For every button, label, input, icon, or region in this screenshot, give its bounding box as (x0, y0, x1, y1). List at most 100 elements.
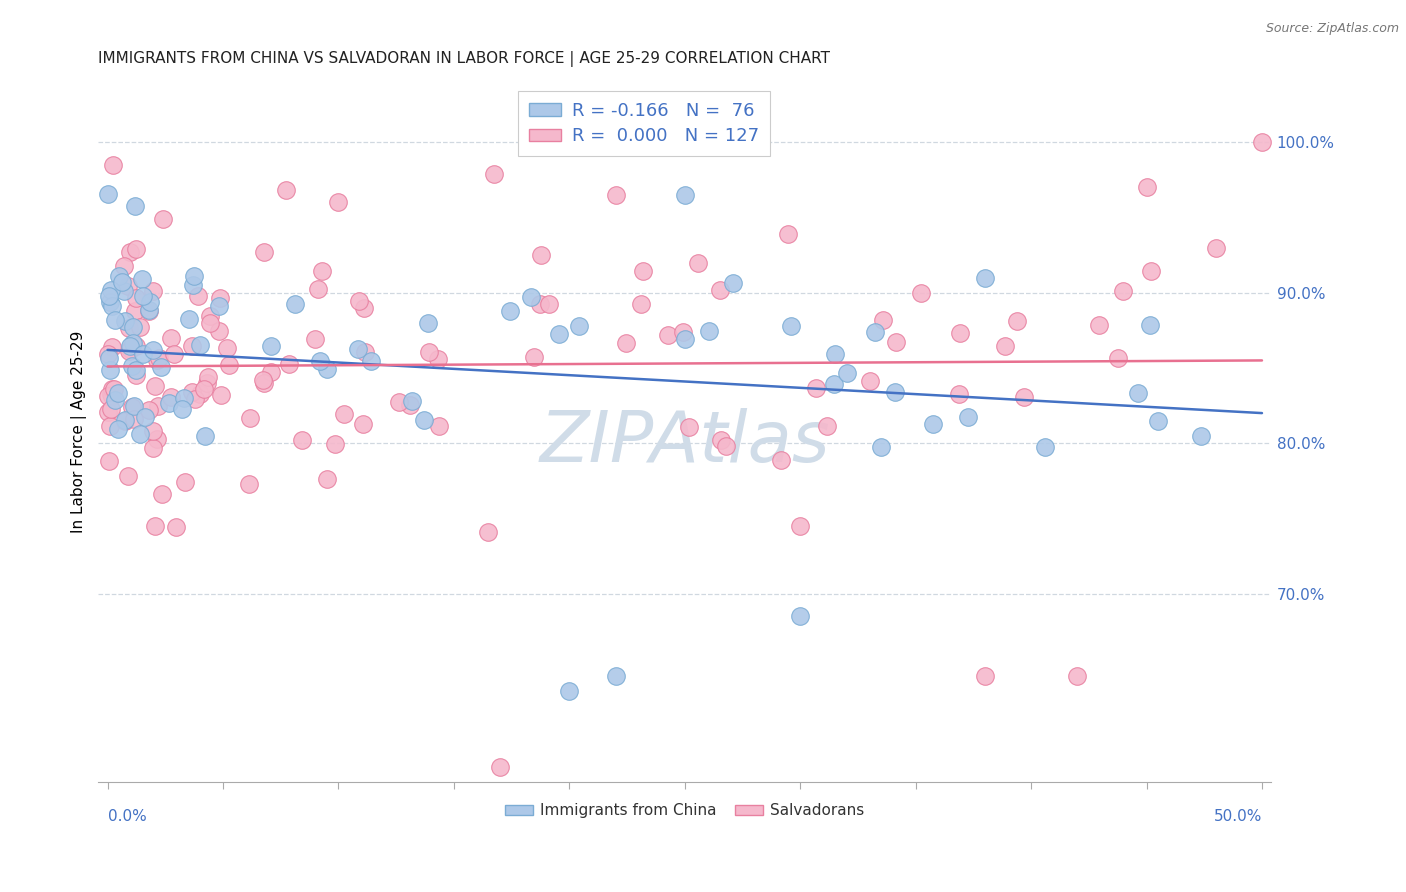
Point (418, 345, 440, 359)
Point (815, 418, 838, 433)
Point (188, 387, 211, 401)
Point (142, 343, 165, 357)
Point (121, 320, 143, 334)
Point (110, 275, 132, 289)
Point (697, 324, 720, 338)
Text: Source: ZipAtlas.com: Source: ZipAtlas.com (1265, 22, 1399, 36)
Point (499, 304, 522, 318)
Point (184, 392, 207, 406)
Point (489, 759, 512, 773)
Point (307, 282, 329, 296)
Point (181, 385, 204, 400)
Point (672, 325, 695, 339)
Point (1147, 414, 1170, 428)
Point (187, 289, 209, 303)
Point (974, 270, 997, 285)
Point (259, 365, 281, 379)
Point (193, 382, 215, 396)
Point (160, 390, 183, 404)
Point (1139, 318, 1161, 332)
Point (605, 669, 627, 683)
Point (150, 359, 173, 374)
Point (714, 438, 737, 452)
Point (388, 395, 411, 409)
Point (1107, 351, 1129, 365)
Point (142, 424, 165, 438)
Point (323, 437, 346, 451)
Point (124, 399, 146, 413)
Point (103, 383, 125, 397)
Point (117, 279, 139, 293)
Point (181, 277, 204, 292)
Text: 50.0%: 50.0% (1213, 809, 1263, 823)
Point (333, 407, 356, 421)
Point (568, 318, 591, 333)
Point (197, 369, 219, 384)
Point (195, 376, 218, 391)
Point (98, 351, 121, 365)
Point (957, 409, 980, 424)
Point (101, 299, 124, 313)
Point (112, 259, 135, 273)
Point (530, 248, 553, 262)
Point (349, 293, 371, 308)
Point (98, 294, 121, 309)
Point (673, 332, 696, 346)
Point (239, 411, 262, 425)
Point (114, 314, 136, 328)
Point (723, 277, 745, 291)
Point (558, 684, 581, 698)
Point (100, 283, 122, 297)
Point (328, 195, 350, 210)
Point (114, 414, 136, 428)
Point (188, 338, 211, 352)
Point (477, 525, 499, 540)
Point (148, 399, 170, 413)
Point (537, 297, 560, 311)
Point (520, 290, 543, 304)
Point (148, 351, 170, 365)
Point (122, 411, 145, 425)
Point (118, 344, 141, 359)
Point (112, 284, 135, 298)
Point (150, 487, 173, 501)
Point (121, 359, 143, 373)
Point (208, 299, 231, 313)
Point (200, 317, 222, 331)
Point (673, 188, 696, 202)
Point (401, 394, 423, 409)
Point (883, 384, 905, 399)
Point (605, 188, 627, 202)
Point (1126, 386, 1149, 401)
Point (101, 389, 124, 403)
Point (360, 354, 382, 368)
Point (179, 312, 201, 326)
Point (132, 347, 155, 361)
Point (124, 304, 146, 318)
Point (284, 296, 307, 310)
Point (316, 362, 339, 376)
Point (1140, 264, 1163, 278)
Point (274, 183, 297, 197)
Point (208, 324, 231, 338)
Point (399, 398, 422, 412)
Point (1005, 313, 1028, 327)
Point (974, 669, 997, 683)
Point (138, 303, 160, 318)
Point (630, 297, 652, 311)
Point (173, 391, 195, 405)
Point (117, 469, 139, 483)
Point (678, 420, 700, 434)
Point (779, 319, 801, 334)
Point (142, 442, 165, 456)
Point (134, 409, 156, 424)
Point (548, 326, 571, 341)
Point (218, 358, 240, 372)
Text: IMMIGRANTS FROM CHINA VS SALVADORAN IN LABOR FORCE | AGE 25-29 CORRELATION CHART: IMMIGRANTS FROM CHINA VS SALVADORAN IN L… (98, 51, 831, 67)
Point (1012, 390, 1035, 404)
Point (1066, 669, 1088, 683)
Point (146, 352, 169, 367)
Point (253, 376, 276, 390)
Point (124, 199, 146, 213)
Point (138, 402, 160, 417)
